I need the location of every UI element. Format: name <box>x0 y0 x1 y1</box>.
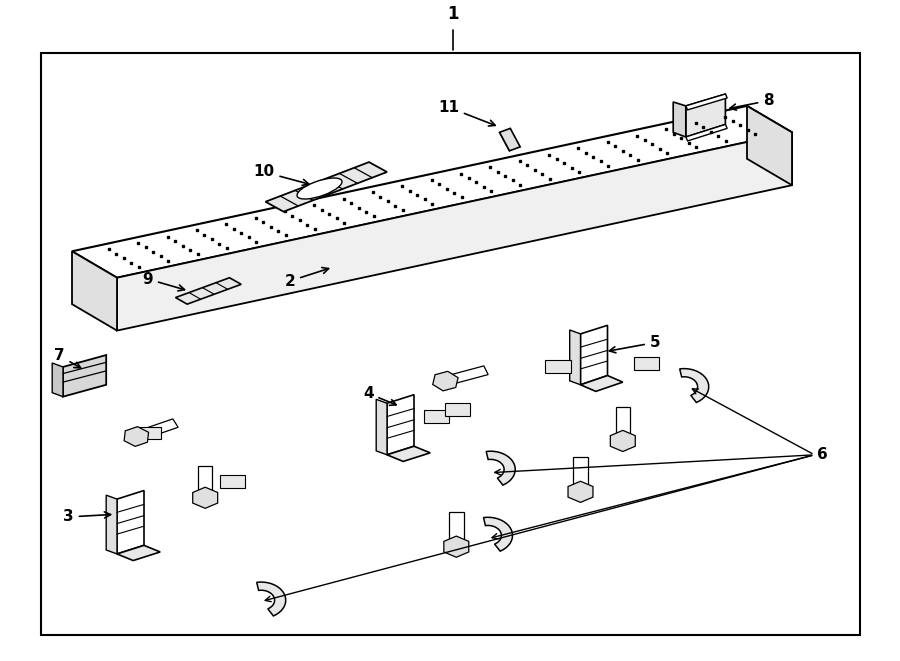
Text: 4: 4 <box>363 386 396 405</box>
Polygon shape <box>580 325 608 385</box>
Polygon shape <box>376 399 387 455</box>
Polygon shape <box>486 451 515 485</box>
Polygon shape <box>610 430 635 451</box>
Text: 1: 1 <box>447 5 458 23</box>
Polygon shape <box>686 124 727 141</box>
Polygon shape <box>266 162 387 212</box>
Polygon shape <box>545 360 571 373</box>
Text: 6: 6 <box>817 447 828 462</box>
Polygon shape <box>198 466 212 498</box>
Text: 7: 7 <box>54 348 81 368</box>
Polygon shape <box>136 426 161 440</box>
Polygon shape <box>387 395 414 455</box>
Text: 2: 2 <box>284 268 328 289</box>
Polygon shape <box>117 545 160 561</box>
Polygon shape <box>445 403 470 416</box>
Ellipse shape <box>297 178 342 199</box>
Polygon shape <box>616 407 630 441</box>
Bar <box>40 53 859 635</box>
Polygon shape <box>256 582 285 616</box>
Polygon shape <box>433 371 458 391</box>
Text: 10: 10 <box>254 165 309 185</box>
Polygon shape <box>124 426 148 446</box>
Text: 11: 11 <box>438 100 495 126</box>
Polygon shape <box>449 512 464 547</box>
Text: 5: 5 <box>609 335 661 353</box>
Text: 3: 3 <box>63 510 111 524</box>
Polygon shape <box>444 366 488 385</box>
Polygon shape <box>483 518 512 551</box>
Polygon shape <box>117 490 144 554</box>
Polygon shape <box>117 132 792 330</box>
Polygon shape <box>680 369 708 403</box>
Polygon shape <box>570 330 580 385</box>
Polygon shape <box>634 357 659 370</box>
Text: 8: 8 <box>730 93 774 110</box>
Polygon shape <box>500 128 520 151</box>
Polygon shape <box>72 251 117 330</box>
Polygon shape <box>673 102 686 137</box>
Polygon shape <box>444 536 469 557</box>
Polygon shape <box>52 363 63 397</box>
Polygon shape <box>106 495 117 554</box>
Polygon shape <box>176 278 241 304</box>
Polygon shape <box>686 94 725 137</box>
Polygon shape <box>424 410 449 423</box>
Polygon shape <box>747 106 792 185</box>
Polygon shape <box>573 457 588 492</box>
Polygon shape <box>134 419 178 441</box>
Polygon shape <box>686 94 727 110</box>
Polygon shape <box>220 475 245 488</box>
Polygon shape <box>568 481 593 502</box>
Text: 9: 9 <box>142 272 184 291</box>
Polygon shape <box>580 375 623 391</box>
Polygon shape <box>193 487 218 508</box>
Polygon shape <box>72 106 792 278</box>
Polygon shape <box>63 355 106 397</box>
Polygon shape <box>387 446 430 461</box>
